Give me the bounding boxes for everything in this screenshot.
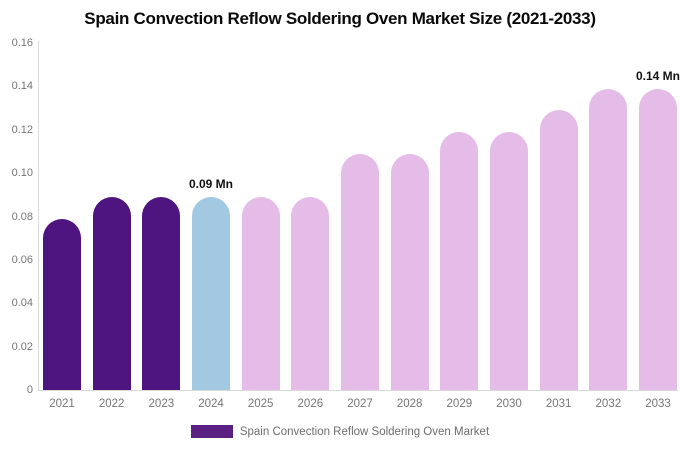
legend: Spain Convection Reflow Soldering Oven M… xyxy=(0,425,680,438)
y-tick-0.06: 0.06 xyxy=(11,253,33,266)
bar-2029 xyxy=(440,131,479,390)
x-tick-2029: 2029 xyxy=(446,398,473,410)
bar-2033 xyxy=(639,88,677,390)
legend-swatch xyxy=(190,425,233,438)
bar-2025 xyxy=(241,196,280,390)
y-tick-0.14: 0.14 xyxy=(11,80,33,93)
x-tick-2021: 2021 xyxy=(49,398,75,410)
x-tick-2025: 2025 xyxy=(247,398,274,410)
bar-2030 xyxy=(490,131,528,390)
x-tick-2028: 2028 xyxy=(396,398,423,410)
x-tick-2032: 2032 xyxy=(595,398,622,410)
chart-title: Spain Convection Reflow Soldering Oven M… xyxy=(84,9,596,28)
bar-2027 xyxy=(341,153,379,390)
x-tick-2027: 2027 xyxy=(347,398,373,410)
x-tick-2030: 2030 xyxy=(496,398,522,410)
x-tick-2022: 2022 xyxy=(98,398,125,410)
x-tick-2031: 2031 xyxy=(545,398,572,410)
bar-label-2024: 0.09 Mn xyxy=(188,176,234,191)
legend-label: Spain Convection Reflow Soldering Oven M… xyxy=(239,425,490,438)
x-tick-2033: 2033 xyxy=(645,398,671,410)
x-tick-2023: 2023 xyxy=(148,398,175,410)
y-axis-line xyxy=(38,41,39,391)
x-tick-2024: 2024 xyxy=(198,398,224,410)
bar-2028 xyxy=(390,153,429,390)
y-tick-0.04: 0.04 xyxy=(11,297,33,310)
y-tick-0.12: 0.12 xyxy=(11,123,33,136)
y-tick-0: 0 xyxy=(26,384,33,396)
bar-2032 xyxy=(589,88,628,390)
x-tick-2026: 2026 xyxy=(297,398,324,410)
y-tick-0.16: 0.16 xyxy=(11,37,33,49)
y-tick-0.02: 0.02 xyxy=(11,340,33,353)
y-tick-0.08: 0.08 xyxy=(11,210,33,223)
bar-2026 xyxy=(291,196,330,390)
bar-2022 xyxy=(92,196,131,390)
bar-2024 xyxy=(192,196,230,390)
bar-2023 xyxy=(142,196,181,390)
x-axis-line xyxy=(38,390,678,391)
bar-label-2033: 0.14 Mn xyxy=(635,68,680,83)
bar-2031 xyxy=(539,110,578,390)
y-tick-0.10: 0.10 xyxy=(11,167,33,180)
bar-2021 xyxy=(43,218,81,390)
